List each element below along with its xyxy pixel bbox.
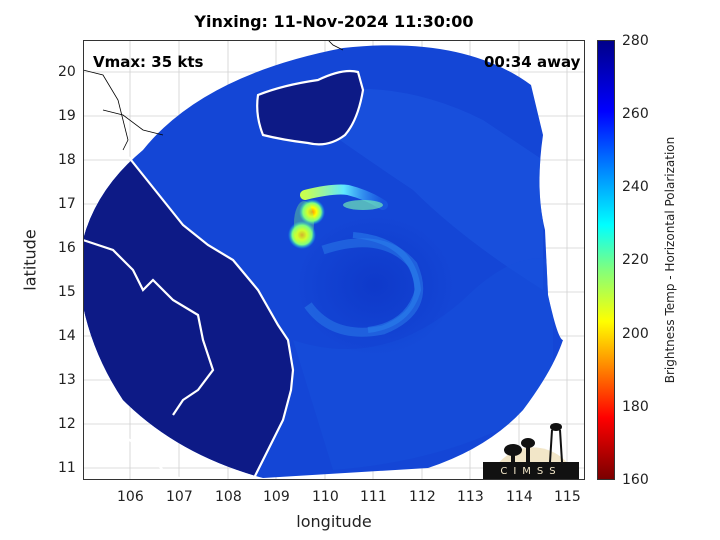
colorbar-tick-label: 160 bbox=[622, 472, 649, 488]
chart-title: Yinxing: 11-Nov-2024 11:30:00 bbox=[194, 12, 474, 31]
x-tick-label: 114 bbox=[506, 489, 533, 505]
x-tick-label: 108 bbox=[215, 489, 242, 505]
x-tick-label: 109 bbox=[263, 489, 290, 505]
colorbar bbox=[597, 40, 615, 480]
colorbar-tick-label: 240 bbox=[622, 179, 649, 195]
x-tick-label: 111 bbox=[360, 489, 387, 505]
y-tick-label: 14 bbox=[58, 328, 76, 344]
y-tick-label: 16 bbox=[58, 240, 76, 256]
x-tick-label: 113 bbox=[457, 489, 484, 505]
y-tick-label: 11 bbox=[58, 460, 76, 476]
vmax-label: Vmax: 35 kts bbox=[93, 53, 204, 71]
y-tick-label: 15 bbox=[58, 284, 76, 300]
colorbar-tick-label: 220 bbox=[622, 252, 649, 268]
x-tick-label: 115 bbox=[554, 489, 581, 505]
colorbar-label: Brightness Temp - Horizontal Polarizatio… bbox=[663, 136, 677, 384]
y-tick-label: 12 bbox=[58, 416, 76, 432]
y-tick-label: 13 bbox=[58, 372, 76, 388]
y-tick-label: 20 bbox=[58, 64, 76, 80]
cimss-logo: CIMSS bbox=[483, 410, 579, 480]
y-axis-label: latitude bbox=[20, 229, 40, 291]
cimss-logo-text: CIMSS bbox=[500, 466, 562, 477]
time-away-label: 00:34 away bbox=[484, 53, 581, 71]
colorbar-tick-label: 200 bbox=[622, 326, 649, 342]
colorbar-tick-label: 180 bbox=[622, 399, 649, 415]
borders-outside bbox=[83, 40, 344, 151]
coastlines bbox=[83, 69, 365, 480]
x-tick-label: 110 bbox=[312, 489, 339, 505]
y-tick-label: 18 bbox=[58, 152, 76, 168]
y-tick-label: 19 bbox=[58, 108, 76, 124]
map-svg bbox=[83, 40, 585, 480]
y-tick-label: 17 bbox=[58, 196, 76, 212]
x-axis-label: longitude bbox=[296, 512, 372, 531]
x-tick-label: 112 bbox=[409, 489, 436, 505]
colorbar-tick-label: 280 bbox=[622, 33, 649, 49]
colorbar-tick-label: 260 bbox=[622, 106, 649, 122]
cimss-logo-graphic bbox=[483, 423, 579, 480]
x-tick-label: 106 bbox=[117, 489, 144, 505]
x-tick-label: 107 bbox=[166, 489, 193, 505]
map-plot-area[interactable]: CIMSS bbox=[83, 40, 585, 480]
